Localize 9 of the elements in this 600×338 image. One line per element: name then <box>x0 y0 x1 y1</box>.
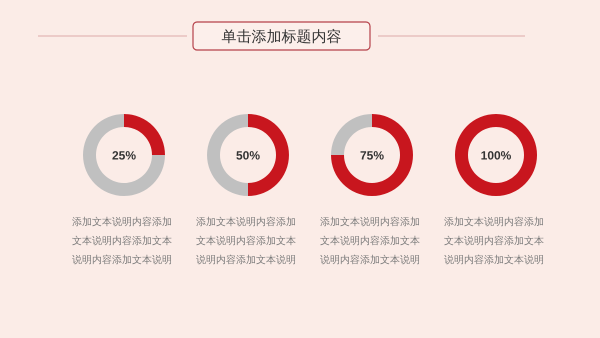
text: 25% <box>112 148 136 162</box>
text: 添加文本说明内容添加文本说明内容添加文本说明内容添加文本说明 <box>320 216 420 266</box>
text: 100% <box>480 148 512 162</box>
text: 50% <box>236 148 260 162</box>
text: 添加文本说明内容添加文本说明内容添加文本说明内容添加文本说明 <box>196 216 296 266</box>
page-title: 单击添加标题内容 <box>38 21 526 51</box>
text: 75% <box>360 148 384 162</box>
text: 添加文本说明内容添加文本说明内容添加文本说明内容添加文本说明 <box>72 216 172 266</box>
text: 添加文本说明内容添加文本说明内容添加文本说明内容添加文本说明 <box>444 216 544 266</box>
